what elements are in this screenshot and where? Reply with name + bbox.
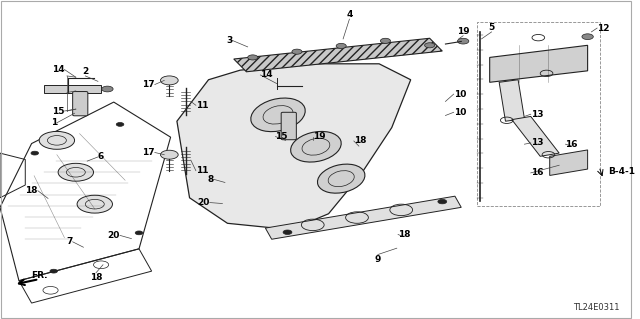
Circle shape	[292, 49, 302, 54]
Text: 15: 15	[52, 107, 65, 115]
Circle shape	[458, 38, 469, 44]
Polygon shape	[177, 64, 411, 230]
Text: 14: 14	[52, 65, 65, 74]
Circle shape	[424, 43, 435, 48]
Text: 18: 18	[26, 186, 38, 195]
Text: 10: 10	[454, 90, 466, 99]
Text: 16: 16	[566, 140, 578, 149]
Text: 11: 11	[196, 101, 209, 110]
Circle shape	[161, 76, 178, 85]
Text: 18: 18	[90, 273, 102, 282]
Circle shape	[39, 131, 74, 149]
Text: 20: 20	[197, 198, 210, 207]
Ellipse shape	[317, 164, 365, 193]
Text: 17: 17	[142, 80, 155, 89]
Text: TL24E0311: TL24E0311	[573, 303, 620, 312]
Circle shape	[582, 34, 593, 40]
Circle shape	[58, 163, 93, 181]
Text: 8: 8	[207, 175, 214, 184]
Text: 20: 20	[108, 231, 120, 240]
Polygon shape	[512, 116, 559, 156]
Ellipse shape	[251, 98, 305, 132]
Text: 18: 18	[354, 137, 366, 145]
Text: 19: 19	[314, 132, 326, 141]
Text: 16: 16	[531, 168, 543, 177]
FancyBboxPatch shape	[73, 92, 88, 116]
Text: 13: 13	[531, 110, 543, 119]
Circle shape	[161, 150, 178, 159]
Text: 10: 10	[454, 108, 466, 117]
Text: 9: 9	[374, 255, 381, 263]
Text: 3: 3	[227, 36, 232, 45]
Text: 13: 13	[531, 138, 543, 147]
Text: 2: 2	[82, 67, 88, 76]
Text: 11: 11	[196, 166, 209, 175]
Circle shape	[77, 195, 113, 213]
Polygon shape	[550, 150, 588, 175]
Polygon shape	[499, 80, 524, 121]
Circle shape	[50, 269, 58, 273]
Circle shape	[102, 86, 113, 92]
Circle shape	[116, 122, 124, 126]
Text: 4: 4	[346, 10, 353, 19]
Text: 18: 18	[398, 230, 411, 239]
Circle shape	[380, 38, 390, 43]
Polygon shape	[490, 45, 588, 82]
Circle shape	[135, 231, 143, 235]
Text: 19: 19	[457, 27, 470, 36]
Ellipse shape	[291, 131, 341, 162]
Text: 5: 5	[488, 23, 495, 32]
Circle shape	[336, 43, 346, 48]
Text: 1: 1	[51, 118, 57, 127]
Text: FR.: FR.	[31, 271, 48, 280]
Polygon shape	[234, 38, 442, 72]
Text: 14: 14	[260, 70, 273, 79]
Text: 17: 17	[142, 148, 155, 157]
Text: 12: 12	[597, 24, 609, 33]
Polygon shape	[266, 196, 461, 239]
FancyBboxPatch shape	[281, 112, 296, 140]
Circle shape	[248, 55, 258, 60]
Circle shape	[31, 151, 38, 155]
Text: 15: 15	[275, 132, 288, 141]
Text: 7: 7	[67, 237, 73, 246]
Text: B-4-1: B-4-1	[608, 167, 635, 176]
Circle shape	[438, 199, 447, 204]
Circle shape	[283, 230, 292, 234]
Bar	[44, 85, 101, 93]
Bar	[477, 22, 600, 206]
Text: 6: 6	[98, 152, 104, 161]
